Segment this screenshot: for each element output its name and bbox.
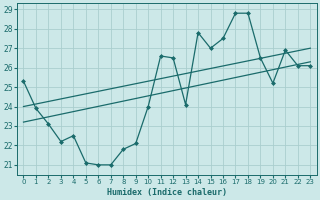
X-axis label: Humidex (Indice chaleur): Humidex (Indice chaleur) (107, 188, 227, 197)
